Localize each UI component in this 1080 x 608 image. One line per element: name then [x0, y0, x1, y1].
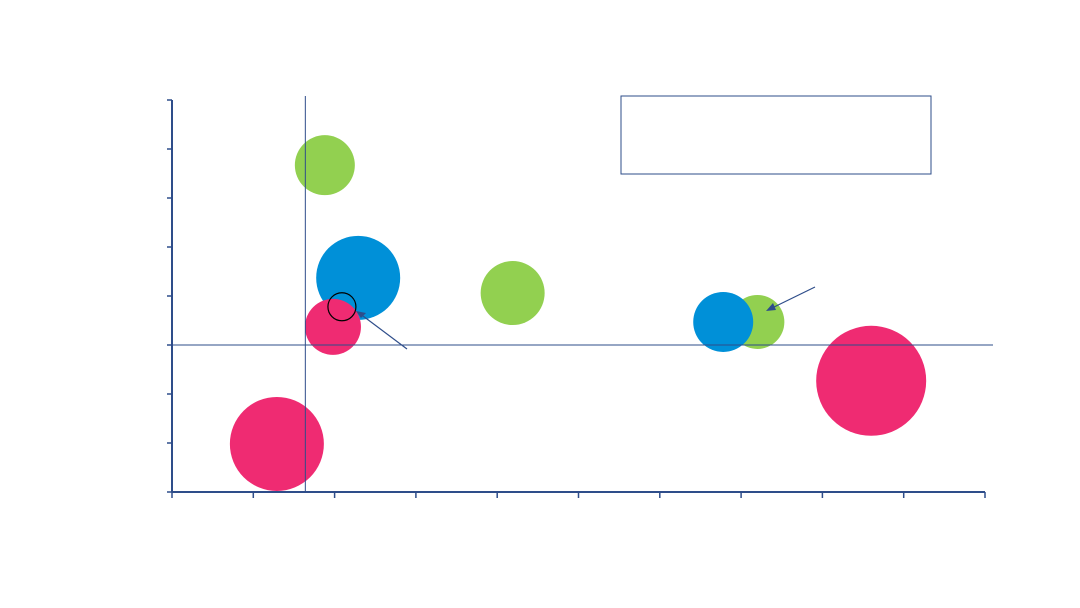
bubble: [229, 396, 324, 491]
bubble: [693, 291, 754, 352]
arrow-head: [356, 311, 366, 318]
bubble: [816, 325, 927, 436]
annotation-arrow: [358, 312, 408, 350]
bubble: [294, 135, 355, 196]
bubble: [316, 235, 401, 320]
arrow-head: [766, 303, 776, 311]
bubble: [327, 292, 357, 322]
annotation-arrow: [769, 286, 816, 310]
legend-box: [620, 95, 932, 175]
plot: [167, 96, 993, 498]
bubble: [480, 261, 545, 326]
bubble: [304, 298, 361, 355]
